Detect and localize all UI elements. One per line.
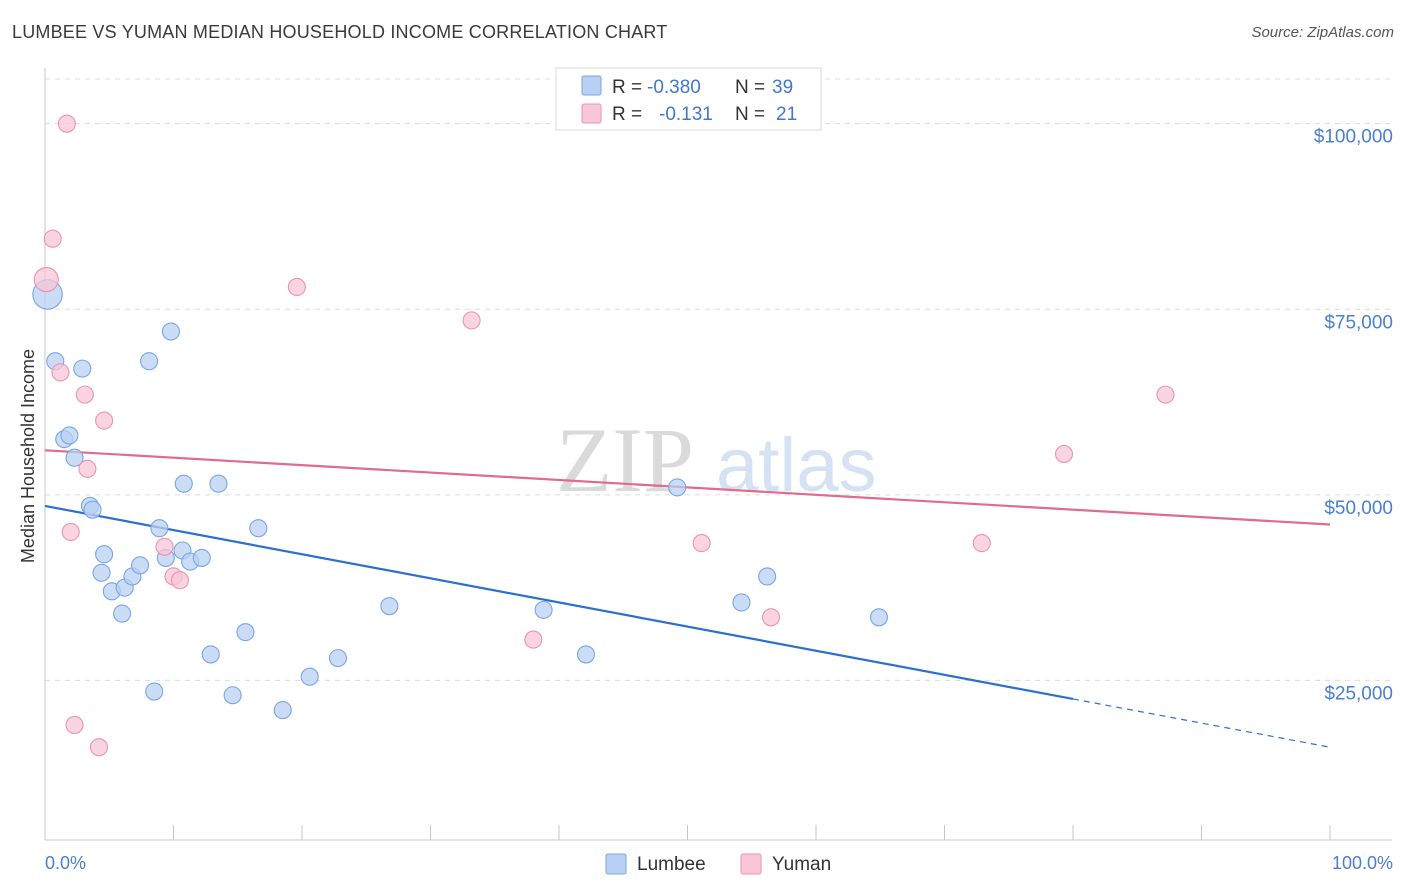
legend-n-label-lumbee: N = [735,77,765,98]
lumbee-point [758,567,777,586]
lumbee-point [150,519,169,538]
lumbee-point [273,701,292,720]
lumbee-point [73,359,92,378]
y-tick-label: $75,000 [1324,312,1393,333]
yuman-point [43,229,62,248]
legend-n-label-yuman: N = [735,104,765,125]
yuman-point [462,311,481,330]
lumbee-point [174,474,193,493]
lumbee-point [732,593,751,612]
yuman-point [1156,385,1175,404]
lumbee-point [300,667,319,686]
lumbee-point [60,426,79,445]
yuman-point [89,738,109,757]
legend-r-value-yuman: -0.131 [659,104,713,125]
yuman-point [972,534,991,553]
lumbee-point [576,645,596,664]
y-tick-labels: $25,000 $50,000 $75,000 $100,000 [1314,127,1393,705]
source-label: Source: ZipAtlas.com [1251,24,1394,41]
lumbee-point [236,623,255,642]
data-points [32,114,1175,757]
lumbee-point [380,597,399,616]
watermark-zip: ZIP [556,409,694,511]
lumbee-point [249,519,268,538]
yuman-point [65,715,84,734]
series-legend: Lumbee Yuman [605,853,831,875]
yuman-point [61,522,80,541]
lumbee-point [201,645,220,664]
yuman-point [692,534,711,553]
yuman-point [57,114,76,133]
yuman-point [95,411,114,430]
legend-swatch-lumbee [581,75,602,96]
grid-lines [45,78,1392,681]
yuman-point [524,630,543,649]
lumbee-point [668,478,687,497]
yuman-trend-line [44,449,1331,526]
yuman-point [1054,444,1074,464]
yuman-point [170,571,189,590]
lumbee-trend-line [44,504,1074,701]
legend-r-label-lumbee: R = [612,77,642,98]
lumbee-point [113,604,132,623]
x-tick-labels: 0.0% 100.0% [45,853,1393,873]
lumbee-point [328,649,348,668]
y-axis-label: Median Household Income [18,349,38,563]
y-tick-label: $50,000 [1324,498,1393,519]
lumbee-point [65,448,84,467]
y-tick-label: $100,000 [1314,127,1393,148]
legend-swatch-yuman [581,103,602,124]
bottom-legend-swatch-lumbee [605,853,627,875]
lumbee-trend-extension [1072,698,1331,748]
lumbee-point [192,548,211,567]
lumbee-point [145,682,164,701]
lumbee-point [92,563,111,582]
x-tick-label-max: 100.0% [1332,853,1393,873]
lumbee-point [209,474,228,493]
lumbee-point [140,352,159,371]
yuman-point [33,266,59,293]
yuman-point [761,608,781,627]
lumbee-point [534,600,553,619]
yuman-point [78,459,97,478]
stats-legend: R = -0.380 N = 39 R = -0.131 N = 21 [555,67,822,131]
legend-r-value-lumbee: -0.380 [647,77,701,98]
chart-title: LUMBEE VS YUMAN MEDIAN HOUSEHOLD INCOME … [12,22,668,42]
yuman-point [51,363,70,382]
yuman-point [287,277,306,297]
legend-n-value-lumbee: 39 [772,77,793,98]
legend-n-value-yuman: 21 [776,104,797,125]
trend-lines [44,449,1331,748]
bottom-legend-label-lumbee: Lumbee [637,854,706,875]
lumbee-point [95,545,114,564]
bottom-legend-swatch-yuman [740,853,762,875]
lumbee-point [161,322,180,341]
lumbee-point [869,608,889,627]
y-tick-label: $25,000 [1324,683,1393,704]
lumbee-point [131,556,150,575]
yuman-point [155,537,174,556]
x-tick-label-min: 0.0% [45,853,86,873]
lumbee-point [223,686,242,705]
yuman-point [75,385,94,404]
lumbee-point [83,500,102,519]
bottom-legend-label-yuman: Yuman [772,854,831,875]
axes [44,68,1392,841]
legend-r-label-yuman: R = [612,104,642,125]
